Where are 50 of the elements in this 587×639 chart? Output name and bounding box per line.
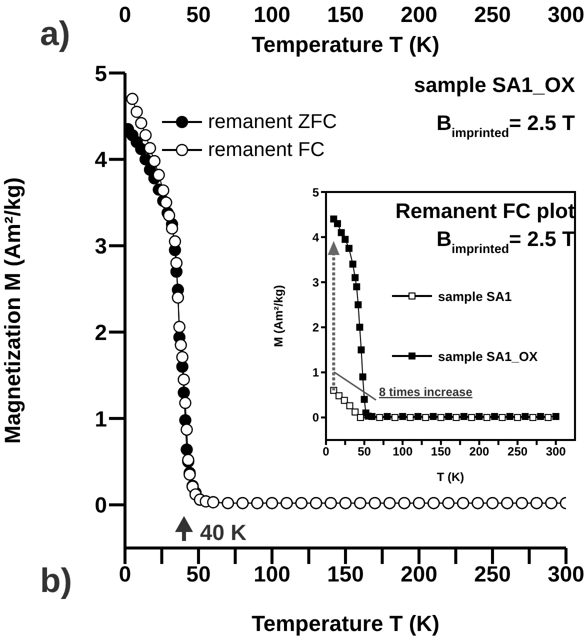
legend-label: remanent ZFC [208, 111, 337, 133]
x2-tick-label: 50 [186, 2, 211, 27]
x-tick-label: 300 [546, 444, 566, 459]
y-axis-title: M (Am²/kg) [271, 285, 286, 347]
x2-tick-label: 300 [548, 2, 584, 27]
x-tick-label: 200 [469, 444, 490, 459]
text: a) [40, 15, 70, 53]
chart-title: Remanent FC plot [395, 200, 576, 223]
x-tick-label: 300 [548, 562, 584, 587]
annotation: sample SA1_OX [414, 74, 575, 97]
legend-label: sample SA1 [438, 288, 512, 304]
x-tick-label: 50 [358, 444, 372, 459]
x-tick-label: 150 [430, 444, 452, 459]
x-tick-label: 0 [322, 444, 330, 459]
annotation: 8 times increase [379, 385, 473, 399]
x2-tick-label: 0 [118, 2, 132, 27]
y-tick-label: 5 [312, 185, 320, 200]
text: b) [40, 562, 72, 600]
x-tick-label: 100 [392, 444, 413, 459]
x-tick-label: 150 [327, 562, 364, 587]
x2-tick-label: 250 [474, 2, 511, 27]
legend-label: remanent FC [208, 139, 325, 161]
y-tick-label: 2 [94, 320, 107, 345]
x-tick-label: 100 [254, 562, 290, 587]
y-axis-title: Magnetization M (Am²/kg) [0, 177, 25, 444]
y-tick-label: 2 [312, 320, 320, 335]
y-tick-label: 0 [94, 492, 107, 518]
x-axis-title: T (K) [436, 470, 464, 484]
x2-tick-label: 200 [400, 2, 438, 27]
y-tick-label: 4 [94, 147, 108, 172]
x-tick-label: 250 [508, 444, 528, 459]
y-tick-label: 4 [312, 230, 320, 244]
annotation: B$_{imprinted}$= 2.5 T [436, 112, 576, 140]
y-tick-label: 0 [312, 410, 320, 425]
legend-label: sample SA1_OX [438, 348, 538, 364]
x2-tick-label: 100 [254, 2, 290, 27]
x-axis-title: Temperature T (K) [252, 611, 440, 636]
x2-tick-label: 150 [327, 2, 364, 27]
y-tick-label: 1 [312, 366, 320, 380]
y-tick-label: 5 [94, 60, 107, 86]
annotation: 40 K [200, 520, 247, 545]
y-tick-label: 3 [94, 234, 107, 259]
y-tick-label: 3 [312, 275, 320, 290]
x-tick-label: 50 [186, 562, 211, 587]
x-tick-label: 250 [474, 562, 511, 587]
x2-axis-title: Temperature T (K) [252, 32, 440, 57]
annotation: B$_{imprinted}$= 2.5 T [436, 228, 576, 256]
x-tick-label: 0 [118, 562, 132, 587]
x-tick-label: 200 [400, 562, 438, 587]
y-tick-label: 1 [94, 406, 107, 432]
